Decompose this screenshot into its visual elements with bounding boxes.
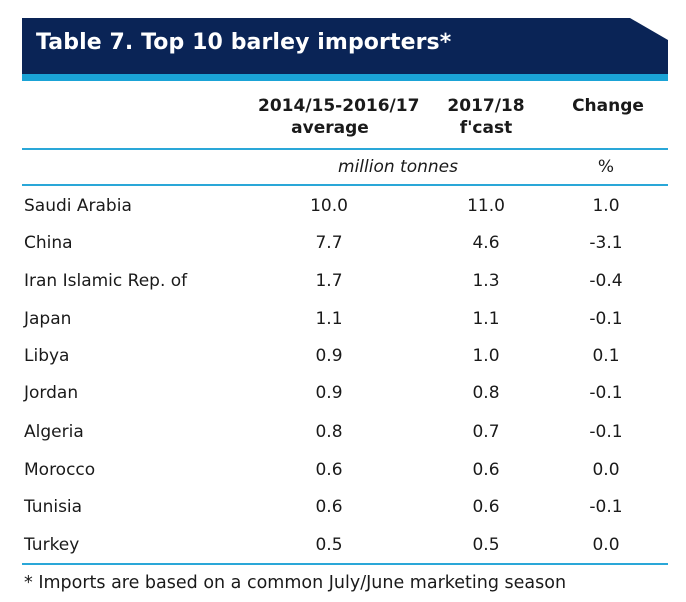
table-row: Saudi Arabia 10.0 11.0 1.0 (0, 196, 686, 234)
table-row: Libya 0.9 1.0 0.1 (0, 346, 686, 384)
cell-change: 1.0 (592, 196, 620, 216)
header-rule (22, 148, 668, 150)
units-change: % (597, 157, 615, 177)
cell-change: 0.0 (592, 460, 620, 480)
table-row: Morocco 0.6 0.6 0.0 (0, 460, 686, 498)
cell-average: 1.1 (315, 309, 343, 329)
header-average: 2014/15-2016/17 average (258, 95, 420, 139)
header-average-line2: average (291, 118, 369, 138)
table-row: Japan 1.1 1.1 -0.1 (0, 309, 686, 347)
cell-change: -0.1 (589, 497, 623, 517)
footnote: * Imports are based on a common July/Jun… (24, 573, 567, 593)
header-change-line1: Change (572, 96, 644, 116)
cell-average: 0.6 (315, 460, 343, 480)
cell-forecast: 11.0 (467, 196, 505, 216)
cell-forecast: 1.1 (472, 309, 500, 329)
cell-forecast: 4.6 (472, 233, 500, 253)
table-row: Turkey 0.5 0.5 0.0 (0, 535, 686, 573)
header-change: Change (566, 95, 650, 117)
cell-average: 0.9 (315, 346, 343, 366)
table-row: China 7.7 4.6 -3.1 (0, 233, 686, 271)
cell-country: Saudi Arabia (24, 196, 132, 216)
cell-country: Morocco (24, 460, 96, 480)
header-forecast: 2017/18 f'cast (432, 95, 540, 139)
cell-country: China (24, 233, 73, 253)
cell-change: -0.1 (589, 309, 623, 329)
cell-forecast: 0.8 (472, 383, 500, 403)
cell-change: -0.4 (589, 271, 623, 291)
cell-country: Libya (24, 346, 70, 366)
cell-forecast: 0.6 (472, 460, 500, 480)
units-rule (22, 184, 668, 186)
cell-forecast: 0.6 (472, 497, 500, 517)
cell-average: 7.7 (315, 233, 343, 253)
cell-average: 0.9 (315, 383, 343, 403)
table-row: Jordan 0.9 0.8 -0.1 (0, 383, 686, 421)
cell-forecast: 1.3 (472, 271, 500, 291)
cell-country: Algeria (24, 422, 84, 442)
cell-change: -3.1 (589, 233, 623, 253)
cell-change: -0.1 (589, 422, 623, 442)
cell-average: 1.7 (315, 271, 343, 291)
table-title: Table 7. Top 10 barley importers* (36, 30, 452, 55)
cell-forecast: 0.5 (472, 535, 500, 555)
table-title-bar: Table 7. Top 10 barley importers* (22, 18, 668, 74)
table-row: Algeria 0.8 0.7 -0.1 (0, 422, 686, 460)
cell-country: Iran Islamic Rep. of (24, 271, 188, 291)
cell-change: -0.1 (589, 383, 623, 403)
title-corner-cut (630, 18, 668, 40)
table-bottom-rule (22, 563, 668, 565)
header-forecast-line2: f'cast (459, 118, 513, 138)
table-row: Iran Islamic Rep. of 1.7 1.3 -0.4 (0, 271, 686, 309)
cell-country: Japan (24, 309, 72, 329)
header-forecast-line1: 2017/18 (447, 96, 525, 116)
units-volume: million tonnes (338, 157, 458, 177)
cell-average: 0.5 (315, 535, 343, 555)
cell-country: Turkey (24, 535, 80, 555)
cell-average: 0.6 (315, 497, 343, 517)
cell-country: Jordan (24, 383, 79, 403)
title-accent-bar (22, 74, 668, 81)
cell-average: 10.0 (310, 196, 348, 216)
cell-forecast: 1.0 (472, 346, 500, 366)
cell-average: 0.8 (315, 422, 343, 442)
cell-country: Tunisia (24, 497, 83, 517)
header-average-line1: 2014/15-2016/17 (258, 96, 420, 116)
table-row: Tunisia 0.6 0.6 -0.1 (0, 497, 686, 535)
cell-change: 0.0 (592, 535, 620, 555)
cell-forecast: 0.7 (472, 422, 500, 442)
cell-change: 0.1 (592, 346, 620, 366)
